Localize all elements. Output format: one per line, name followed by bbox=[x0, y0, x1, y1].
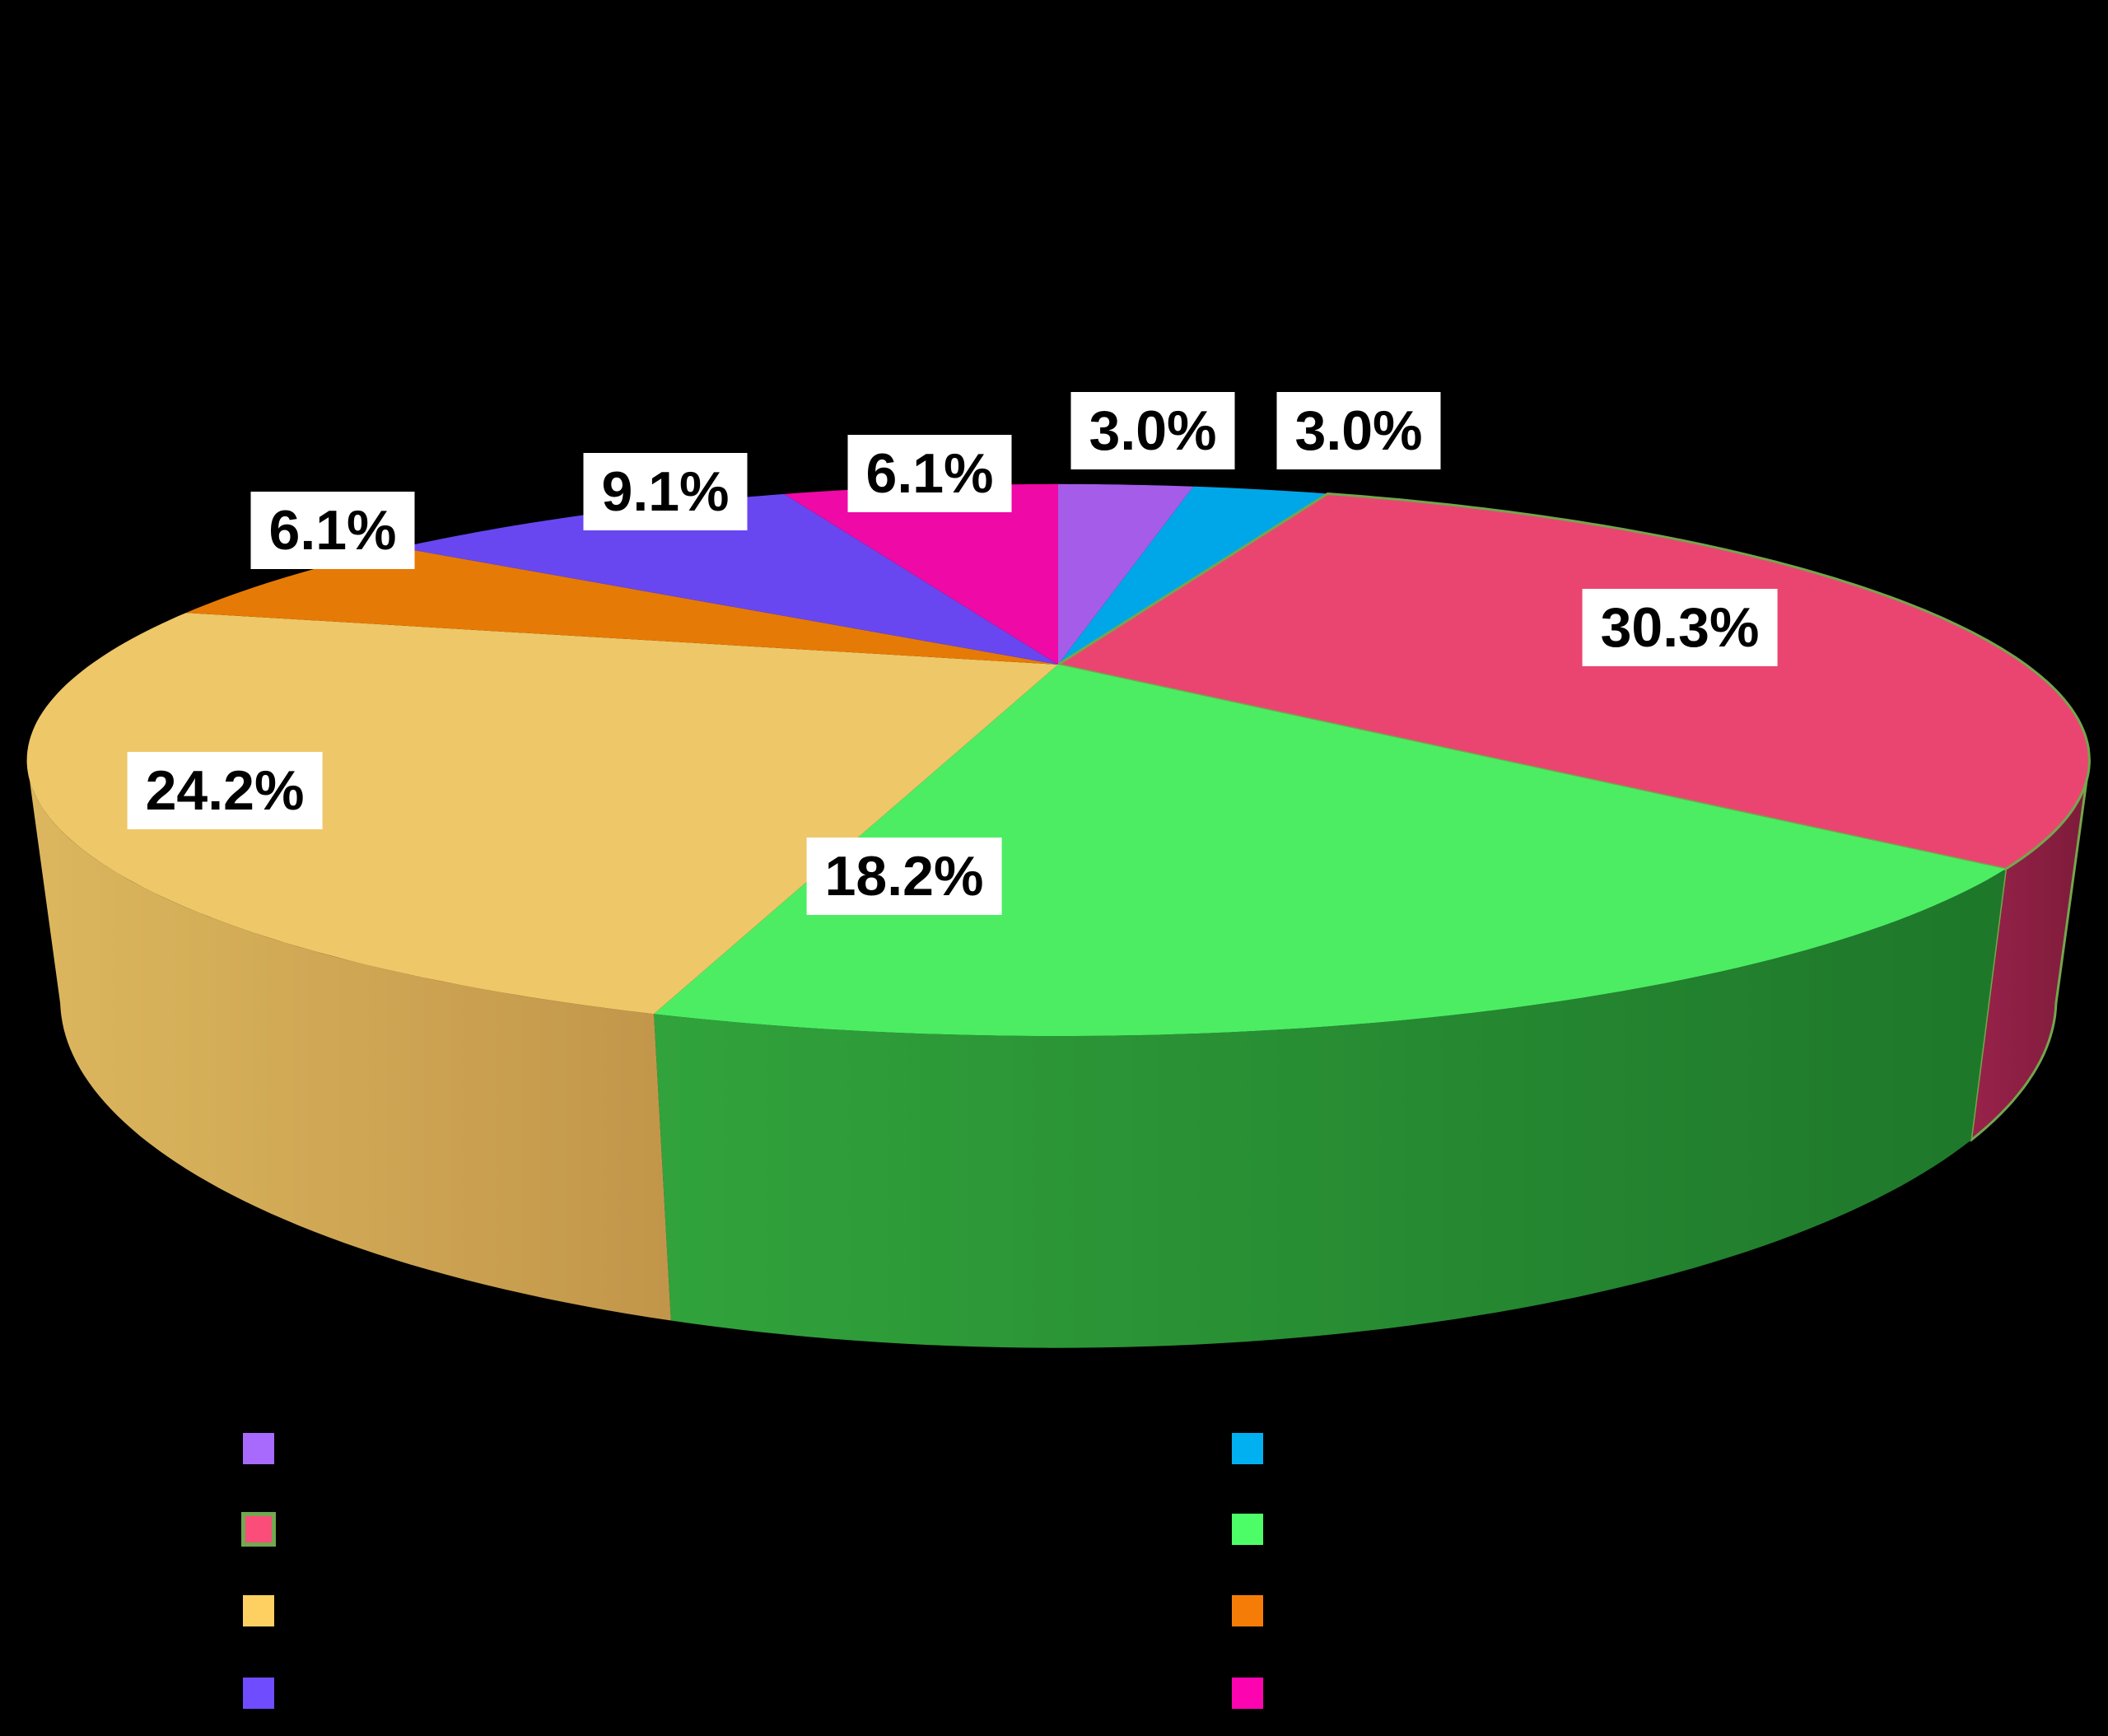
legend-swatch bbox=[1232, 1433, 1263, 1464]
slice-percent-label: 6.1% bbox=[250, 492, 415, 569]
slice-percent-label: 24.2% bbox=[127, 752, 323, 829]
slice-percent-label: 9.1% bbox=[583, 453, 748, 530]
slice-percent-label: 18.2% bbox=[806, 838, 1002, 915]
pie-slice-top bbox=[784, 483, 1058, 665]
slice-percent-label: 3.0% bbox=[1276, 392, 1441, 469]
slice-percent-label: 30.3% bbox=[1582, 589, 1778, 666]
pie-slice-top bbox=[399, 493, 1059, 665]
legend-swatch bbox=[1232, 1678, 1263, 1709]
pie-slice-wall bbox=[26, 759, 671, 1321]
pie-slice-top bbox=[654, 665, 2006, 1037]
pie-slice-top bbox=[186, 548, 1058, 665]
pie-top-slices bbox=[26, 483, 2091, 1037]
pie-slice-top bbox=[26, 613, 1059, 1015]
legend-swatch bbox=[243, 1433, 274, 1464]
legend-swatch bbox=[1232, 1514, 1263, 1545]
pie-slice-top bbox=[1056, 492, 2091, 870]
pie-side-walls bbox=[26, 758, 2091, 1348]
slice-percent-label: 3.0% bbox=[1070, 392, 1235, 469]
slice-percent-label: 6.1% bbox=[847, 435, 1012, 512]
pie-slice-top bbox=[1058, 483, 1194, 665]
pie-slice-top bbox=[1058, 486, 1328, 665]
legend-swatch bbox=[241, 1512, 276, 1547]
legend-swatch bbox=[243, 1595, 274, 1626]
legend-swatch bbox=[1232, 1595, 1263, 1626]
legend-swatch bbox=[243, 1678, 274, 1709]
pie-slice-wall bbox=[654, 869, 2006, 1348]
